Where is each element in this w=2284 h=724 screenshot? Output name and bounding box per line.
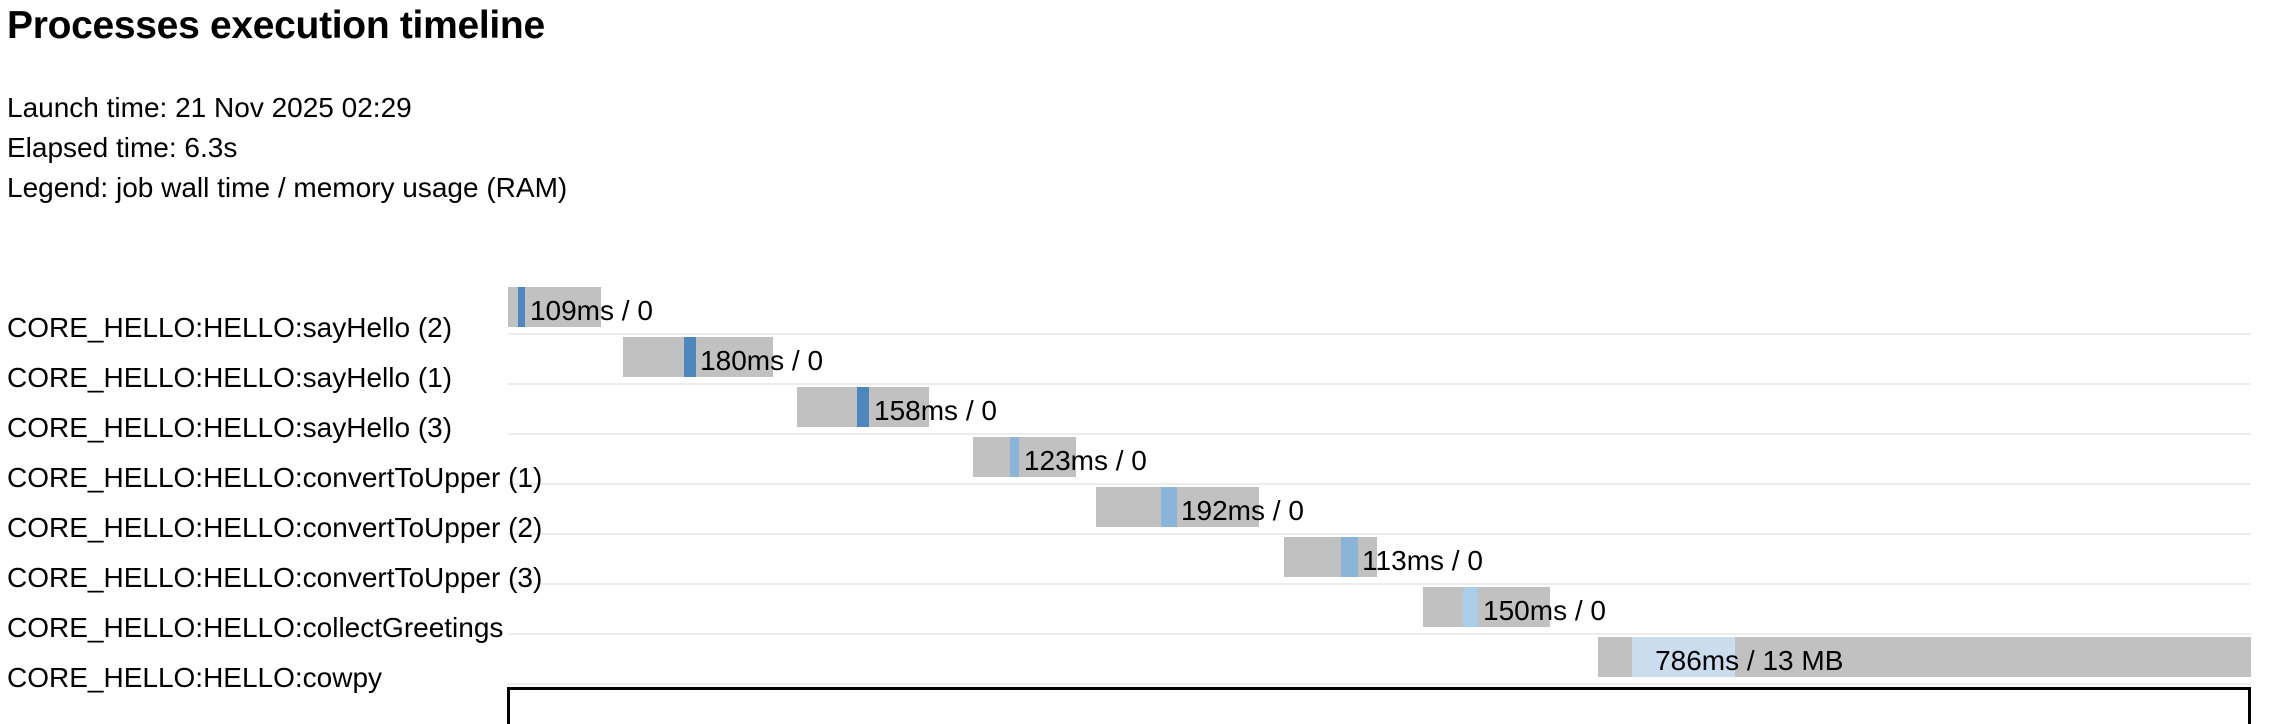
task-label: CORE_HELLO:HELLO:collectGreetings xyxy=(7,612,504,643)
elapsed-time-line: Elapsed time: 6.3s xyxy=(7,132,238,163)
task-caption: 109ms / 0 xyxy=(529,295,653,326)
row-separator xyxy=(508,583,2251,585)
task-run-segment xyxy=(1009,437,1020,477)
row-separator xyxy=(508,433,2251,435)
task-run-segment xyxy=(517,287,526,327)
task-label: CORE_HELLO:HELLO:sayHello (3) xyxy=(7,412,453,443)
task-label: CORE_HELLO:HELLO:convertToUpper (1) xyxy=(7,462,543,493)
task-caption: 113ms / 0 xyxy=(1362,545,1483,576)
report-meta: Launch time: 21 Nov 2025 02:29 Elapsed t… xyxy=(7,88,567,208)
task-label: CORE_HELLO:HELLO:convertToUpper (2) xyxy=(7,512,543,543)
task-bar xyxy=(1422,587,1550,627)
task-bar xyxy=(1283,537,1378,577)
task-run-segment xyxy=(1160,487,1177,527)
task-run-segment xyxy=(684,337,697,377)
task-run-segment xyxy=(856,387,869,427)
task-caption: 786ms / 13 MB xyxy=(1655,645,1844,676)
task-bar xyxy=(973,437,1077,477)
task-caption: 192ms / 0 xyxy=(1180,495,1304,526)
legend-line: Legend: job wall time / memory usage (RA… xyxy=(7,172,568,203)
task-bar xyxy=(1095,487,1260,527)
row-separator xyxy=(508,383,2251,385)
launch-time-line: Launch time: 21 Nov 2025 02:29 xyxy=(7,92,412,123)
task-label: CORE_HELLO:HELLO:sayHello (2) xyxy=(7,312,453,343)
page-title: Processes execution timeline xyxy=(7,4,545,47)
row-separator xyxy=(508,533,2251,535)
task-run-segment xyxy=(1340,537,1359,577)
task-bar xyxy=(623,337,773,377)
task-run-segment xyxy=(1462,587,1478,627)
task-caption: 180ms / 0 xyxy=(700,345,824,376)
task-caption: 123ms / 0 xyxy=(1023,445,1147,476)
row-separator xyxy=(508,483,2251,485)
task-caption: 150ms / 0 xyxy=(1483,595,1606,626)
task-label: CORE_HELLO:HELLO:convertToUpper (3) xyxy=(7,562,543,593)
task-caption: 158ms / 0 xyxy=(874,395,997,426)
row-separator xyxy=(508,633,2251,635)
axis-box xyxy=(507,687,2251,724)
task-label: CORE_HELLO:HELLO:cowpy xyxy=(7,662,383,693)
row-separator xyxy=(508,333,2251,335)
task-run-segment xyxy=(1632,637,1736,677)
row-separator xyxy=(508,683,2251,685)
task-label: CORE_HELLO:HELLO:sayHello (1) xyxy=(7,362,453,393)
